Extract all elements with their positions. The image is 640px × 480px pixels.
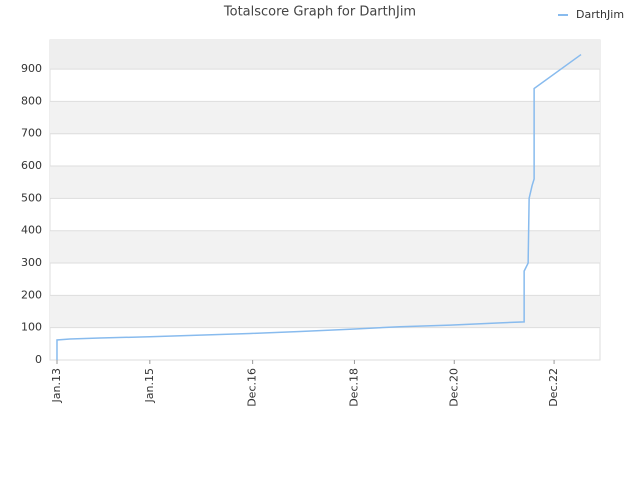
y-tick-label: 500 — [21, 191, 42, 204]
y-tick-label: 0 — [35, 353, 42, 366]
legend-label: DarthJim — [576, 8, 624, 21]
x-tick-label: Jan.13 — [50, 368, 63, 403]
x-tick-label: Jan.15 — [143, 368, 156, 403]
y-tick-label: 400 — [21, 224, 42, 237]
x-tick-label: Dec.16 — [246, 368, 259, 407]
y-tick-label: 700 — [21, 127, 42, 140]
band — [50, 101, 600, 134]
band — [50, 40, 600, 70]
series-line — [56, 53, 582, 360]
band — [50, 166, 600, 199]
y-tick-label: 200 — [21, 288, 42, 301]
x-tick-label: Dec.18 — [347, 368, 360, 407]
chart-title: Totalscore Graph for DarthJim — [223, 5, 416, 20]
band — [50, 230, 600, 264]
y-tick-label: 300 — [21, 256, 42, 269]
x-tick-label: Dec.20 — [447, 368, 460, 407]
y-tick-label: 800 — [21, 94, 42, 107]
x-tick-label: Dec.22 — [547, 368, 560, 407]
y-tick-label: 100 — [21, 321, 42, 334]
y-tick-label: 900 — [21, 62, 42, 75]
y-tick-label: 600 — [21, 159, 42, 172]
